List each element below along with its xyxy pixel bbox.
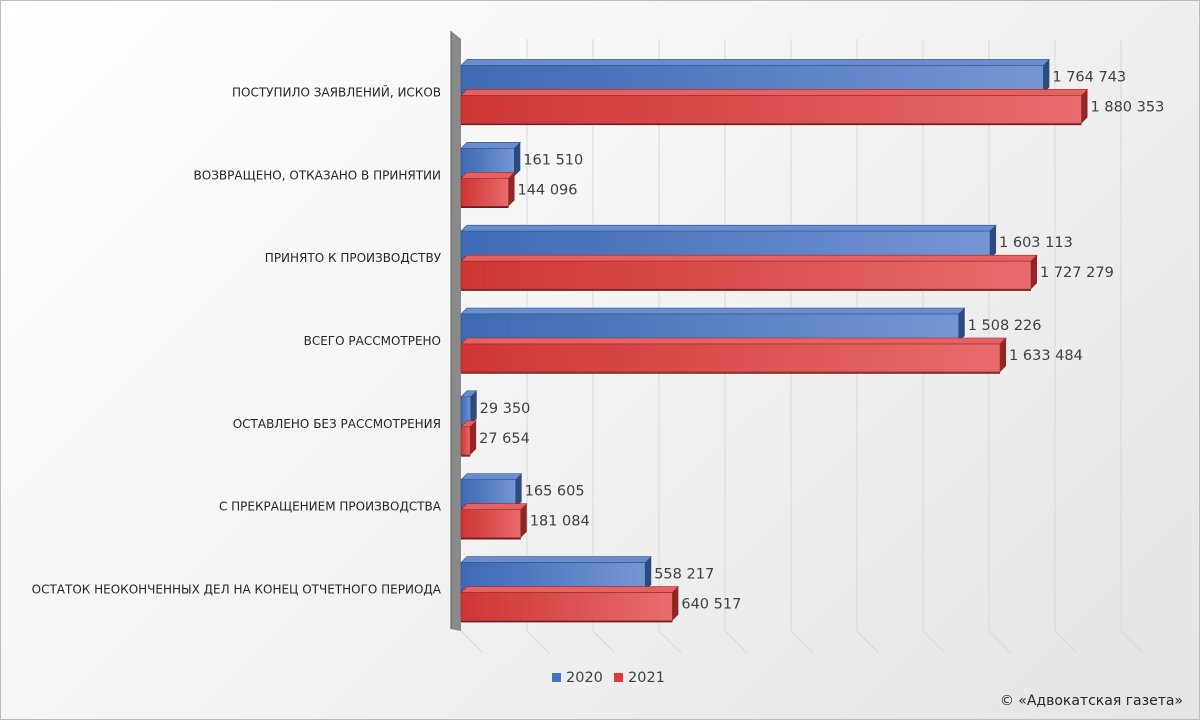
legend-label: 2021 [628,670,665,686]
legend-swatch [614,673,623,682]
bar-2020-0 [460,59,1051,96]
gridline-floor [1054,630,1078,654]
legend: 2020 2021 [552,670,665,686]
gridline-floor [592,630,616,654]
value-label: 1 633 484 [1009,348,1083,364]
category-label: С ПРЕКРАЩЕНИЕМ ПРОИЗВОДСТВА [219,500,442,514]
bar-2021-1 [460,171,516,209]
bar-2020-1 [460,141,522,179]
category-labels: ПОСТУПИЛО ЗАЯВЛЕНИЙ, ИСКОВ ВОЗВРАЩЕНО, ОТ… [32,84,442,596]
value-label: 144 096 [518,182,578,198]
value-label: 1 508 226 [968,318,1042,334]
value-label: 1 764 743 [1052,69,1126,85]
bar-2021-4 [460,420,477,457]
bar-2021-3 [460,337,1007,374]
gridline-floor [922,630,946,654]
bar-2021-2 [460,254,1038,291]
copyright-credit: © «Адвокатская газета» [999,693,1183,709]
value-label: 1 880 353 [1091,99,1165,115]
gridline-floor [988,630,1012,654]
value-label: 1 727 279 [1040,265,1114,281]
bar-2020-2 [460,224,997,261]
axis-wall [451,31,461,631]
value-label: 29 350 [480,401,531,417]
value-label: 161 510 [523,152,583,168]
category-label: ВСЕГО РАССМОТРЕНО [304,334,441,348]
legend-item-2021: 2021 [614,670,665,686]
bar-2020-6 [460,556,652,593]
gridline-floor [658,630,682,654]
category-label: ПОСТУПИЛО ЗАЯВЛЕНИЙ, ИСКОВ [232,84,441,99]
category-label: ОСТАТОК НЕОКОНЧЕННЫХ ДЕЛ НА КОНЕЦ ОТЧЕТН… [32,583,442,597]
gridline-floor [790,630,814,654]
category-label: ОСТАВЛЕНО БЕЗ РАССМОТРЕНИЯ [233,417,441,431]
plot-wall [450,31,461,631]
legend-swatch [552,673,561,682]
value-label: 1 603 113 [999,235,1073,251]
gridline-floor [460,630,484,654]
value-label: 558 217 [654,567,714,583]
category-label: ВОЗВРАЩЕНО, ОТКАЗАНО В ПРИНЯТИИ [194,168,441,182]
value-label: 165 605 [525,484,585,500]
bar-2021-5 [460,503,528,540]
value-label: 27 654 [479,431,530,447]
gridline-floor [724,630,748,654]
gridline-floor [526,630,550,654]
category-label: ПРИНЯТО К ПРОИЗВОДСТВУ [265,251,442,265]
bar-2021-0 [460,89,1089,126]
gridline-floor [1120,630,1144,654]
legend-item-2020: 2020 [552,670,603,686]
value-label: 640 517 [681,597,741,613]
bars [460,59,1089,623]
gridline-floor [856,630,880,654]
bar-2020-5 [460,473,523,510]
bar-2021-6 [460,586,680,623]
value-labels: 1 764 743 1 880 353 161 510 144 096 1 603 11… [479,69,1164,612]
value-label: 181 084 [530,514,590,530]
legend-label: 2020 [566,670,603,686]
bar-2020-3 [460,307,966,344]
